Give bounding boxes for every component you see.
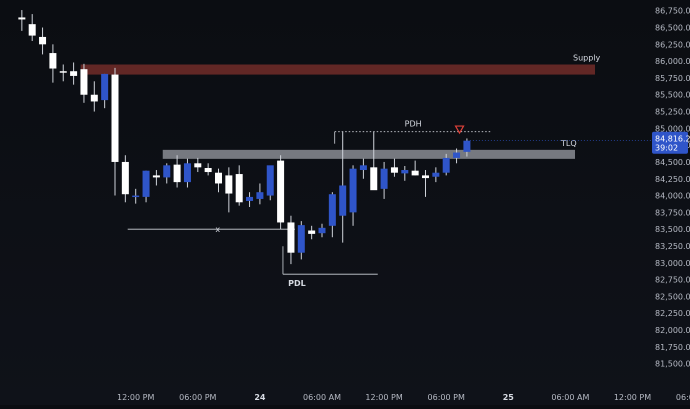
candle-up	[339, 185, 347, 216]
candle-up	[256, 192, 264, 199]
y-tick-label: 82,500.0	[655, 292, 690, 301]
x-tick-label: 12:00 PM	[365, 393, 402, 402]
y-tick-label: 83,750.0	[655, 208, 690, 217]
candle-down	[225, 175, 233, 194]
y-tick-label: 86,750.0	[655, 7, 690, 16]
candle-down	[411, 170, 419, 176]
candle-down	[215, 172, 222, 184]
y-tick-label: 81,500.0	[655, 360, 690, 369]
x-level-label: x	[215, 225, 220, 234]
candle-down	[49, 53, 57, 69]
candle-up	[163, 165, 171, 178]
y-tick-label: 83,250.0	[655, 242, 690, 251]
y-tick-label: 85,250.0	[655, 108, 690, 117]
candle-up	[453, 152, 461, 158]
candle-up	[442, 157, 450, 173]
candle-down	[70, 71, 78, 76]
supply-zone-label: Supply	[573, 53, 601, 62]
pdh-level-label: PDH	[405, 120, 422, 129]
candle-down	[59, 71, 67, 73]
candle-down	[422, 175, 429, 179]
y-tick-label: 86,500.0	[655, 24, 690, 33]
candle-up	[297, 225, 305, 253]
candle-down	[287, 222, 295, 253]
candle-up	[401, 170, 409, 174]
candle-down	[308, 230, 316, 234]
current-price-badge-bg	[652, 131, 688, 154]
candle-up	[246, 196, 254, 201]
candle-up	[380, 168, 388, 189]
tlq-zone-label: TLQ	[560, 139, 577, 148]
x-tick-label: 25	[503, 393, 515, 402]
candle-up	[328, 194, 336, 226]
y-tick-label: 83,500.0	[655, 225, 690, 234]
y-tick-label: 82,250.0	[655, 309, 690, 318]
y-tick-label: 86,000.0	[655, 57, 690, 66]
x-tick-label: 06:00 AM	[303, 393, 341, 402]
candle-down	[90, 94, 98, 102]
zones: Supply TLQ	[80, 53, 601, 159]
candle-down	[204, 168, 212, 173]
y-tick-label: 83,000.0	[655, 259, 690, 268]
candle-down	[370, 167, 378, 191]
price-badge: 84,816.239:02	[466, 131, 690, 154]
candle-up	[266, 165, 274, 196]
y-tick-label: 82,750.0	[655, 276, 690, 285]
candle-up	[349, 168, 357, 213]
x-tick-label: 24	[254, 393, 266, 402]
price-axis[interactable]: 86,750.0 86,500.0 86,250.0 86,000.0 85,750.0…	[655, 7, 690, 369]
candle-up	[101, 73, 109, 101]
y-tick-label: 82,000.0	[655, 326, 690, 335]
candle-down	[39, 36, 47, 45]
candle-up	[359, 165, 367, 171]
supply-zone	[80, 64, 595, 75]
x-tick-label: 06:00 AM	[551, 393, 589, 402]
x-tick-label: 12:00 PM	[614, 393, 651, 402]
candle-up	[183, 163, 191, 183]
candle-down	[18, 17, 26, 20]
candle-down	[111, 74, 119, 162]
candle-down	[152, 175, 160, 178]
candle-up	[463, 140, 471, 152]
candle-down	[194, 163, 202, 168]
y-tick-label: 85,500.0	[655, 91, 690, 100]
x-tick-label: 06:00 PM	[179, 393, 216, 402]
candle-down	[121, 161, 129, 195]
x-tick-label: 12:00 PM	[117, 393, 154, 402]
candle-up	[142, 170, 150, 197]
y-tick-label: 84,000.0	[655, 192, 690, 201]
down-triangle-marker	[454, 125, 465, 135]
candle-up	[432, 172, 440, 177]
y-tick-label: 86,250.0	[655, 40, 690, 49]
candle-down	[173, 164, 181, 183]
annotations	[454, 125, 465, 135]
candles	[18, 10, 471, 265]
candle-down	[80, 69, 88, 95]
candle-down	[277, 160, 285, 223]
x-tick-label: 06:00 PM	[428, 393, 465, 402]
y-tick-label: 85,000.0	[655, 124, 690, 133]
levels: PDH PDL x	[127, 120, 492, 288]
y-tick-label: 81,750.0	[655, 343, 690, 352]
y-tick-label: 84,250.0	[655, 175, 690, 184]
x-tick-label: 06:00 PM	[676, 393, 690, 402]
time-axis[interactable]: 12:00 PM 06:00 PM 24 06:00 AM 12:00 PM 06:00 …	[117, 393, 690, 402]
candle-up	[132, 195, 140, 198]
candle-countdown: 39:02	[655, 144, 678, 153]
candle-up	[318, 227, 326, 234]
y-tick-label: 84,500.0	[655, 158, 690, 167]
candle-down	[235, 174, 243, 203]
candle-down	[28, 24, 36, 36]
candle-down	[390, 167, 398, 173]
y-tick-label: 85,750.0	[655, 74, 690, 83]
tlq-zone	[162, 149, 575, 159]
current-price-value: 84,816.2	[655, 135, 690, 144]
pdl-level-label: PDL	[288, 279, 306, 288]
